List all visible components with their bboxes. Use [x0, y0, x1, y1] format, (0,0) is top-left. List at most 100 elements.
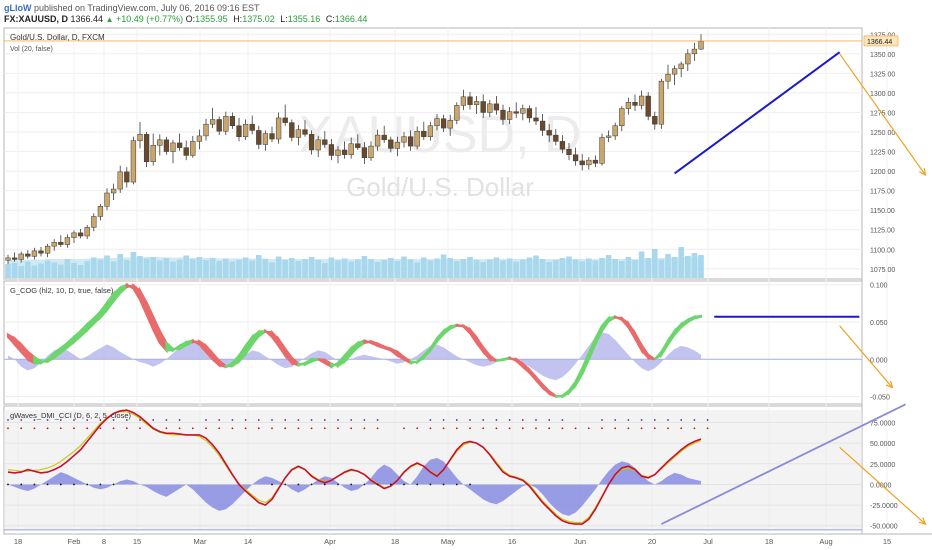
- candle-body: [77, 232, 84, 237]
- candle-body: [572, 154, 579, 162]
- signal-dot: [376, 419, 379, 421]
- signal-dot: [178, 427, 181, 430]
- x-tick-label: 18: [391, 537, 399, 546]
- candle-body: [289, 122, 295, 138]
- candle-body: [526, 108, 533, 119]
- x-tick-label: 20: [648, 537, 656, 546]
- signal-dot: [205, 427, 207, 430]
- signal-dot: [297, 419, 300, 421]
- signal-dot: [535, 427, 537, 430]
- signal-dot: [139, 419, 141, 421]
- candle-body: [361, 147, 368, 159]
- candle-body: [638, 95, 645, 106]
- y-tick-label: 0.000: [870, 357, 888, 364]
- candle-body: [322, 139, 328, 145]
- candle-body: [295, 129, 302, 138]
- candle-body: [348, 143, 354, 155]
- candle-body: [328, 144, 335, 156]
- x-tick-label: Mar: [194, 537, 207, 546]
- signal-dot: [561, 427, 564, 430]
- signal-dot: [337, 427, 339, 430]
- candle-body: [335, 149, 341, 156]
- author-name[interactable]: gLloW: [4, 3, 32, 13]
- candle-body: [117, 171, 123, 190]
- signal-dot: [59, 427, 62, 430]
- signal-dot: [33, 483, 36, 486]
- x-tick-label: Aug: [819, 537, 832, 546]
- candle-body: [190, 141, 196, 156]
- signal-dot: [218, 427, 221, 430]
- signal-dot: [337, 419, 339, 421]
- signal-dot: [257, 419, 260, 421]
- candle-body: [203, 123, 209, 137]
- signal-dot: [640, 419, 643, 421]
- signal-dot: [693, 427, 696, 430]
- signal-dot: [20, 483, 23, 486]
- candle-body: [209, 119, 216, 125]
- signal-dot: [112, 483, 115, 486]
- signal-dot: [442, 427, 445, 430]
- candle-body: [150, 145, 156, 162]
- signal-dot: [231, 427, 234, 430]
- signal-dot: [667, 427, 669, 430]
- signal-dot: [376, 427, 379, 430]
- price-change: +10.49 (+0.77%): [116, 14, 184, 24]
- candle-body: [559, 141, 566, 150]
- x-tick-label: 8: [102, 537, 106, 546]
- x-tick-label: Jul: [703, 537, 713, 546]
- y-tick-label: -25.0000: [870, 503, 898, 510]
- signal-dot: [495, 427, 498, 430]
- candle-body: [467, 96, 473, 105]
- candle-body: [71, 232, 77, 238]
- main-pane-title: Gold/U.S. Dollar, D, FXCM: [10, 33, 105, 42]
- signal-dot: [244, 419, 247, 421]
- x-tick-label: 14: [244, 537, 252, 546]
- candle-body: [64, 237, 71, 245]
- candle-body: [645, 95, 651, 117]
- close-value: 1366.44: [334, 14, 368, 24]
- y-tick-label: 0.0000: [870, 482, 892, 489]
- signal-dot: [429, 427, 432, 430]
- candle-body: [183, 147, 189, 156]
- candle-body: [652, 116, 658, 125]
- signal-dot: [244, 427, 247, 430]
- symbol-label[interactable]: FX:XAUUSD, D: [4, 14, 69, 24]
- projection-arrow-cog-head: [885, 380, 894, 389]
- signal-dot: [284, 427, 287, 430]
- candle-body: [658, 80, 665, 125]
- signal-dot: [508, 419, 511, 421]
- signal-dot: [680, 427, 683, 430]
- last-price-tag: [863, 35, 899, 47]
- candle-body: [11, 257, 18, 260]
- candle-body: [38, 250, 44, 254]
- candle-body: [308, 134, 315, 151]
- signal-dot: [139, 427, 141, 430]
- watermark-name: Gold/U.S. Dollar: [346, 172, 534, 202]
- y-tick-label: -50.0000: [870, 524, 898, 531]
- candle-body: [275, 117, 282, 140]
- signal-dot: [706, 427, 709, 430]
- x-tick-label: Feb: [68, 537, 81, 546]
- signal-dot: [112, 427, 115, 430]
- signal-dot: [495, 419, 498, 421]
- signal-dot: [112, 419, 115, 421]
- signal-dot: [73, 419, 75, 421]
- signal-dot: [667, 419, 669, 421]
- signal-dot: [7, 483, 9, 486]
- y-tick-label: 1150.00: [870, 208, 895, 215]
- candle-body: [341, 149, 348, 155]
- candle-body: [678, 63, 684, 69]
- candle-body: [539, 120, 546, 131]
- cog-pane-title: G_COG (hl2, 10, D, true, false): [10, 286, 114, 295]
- candle-body: [388, 139, 394, 149]
- candle-body: [487, 103, 493, 113]
- candle-body: [124, 171, 130, 183]
- signal-dot: [363, 483, 366, 486]
- candle-body: [546, 130, 552, 136]
- candle-body: [612, 125, 618, 137]
- up-arrow-icon: ▲: [105, 15, 114, 24]
- signal-dot: [455, 483, 458, 486]
- candle-body: [137, 134, 143, 141]
- projection-arrow-cog: [839, 325, 893, 388]
